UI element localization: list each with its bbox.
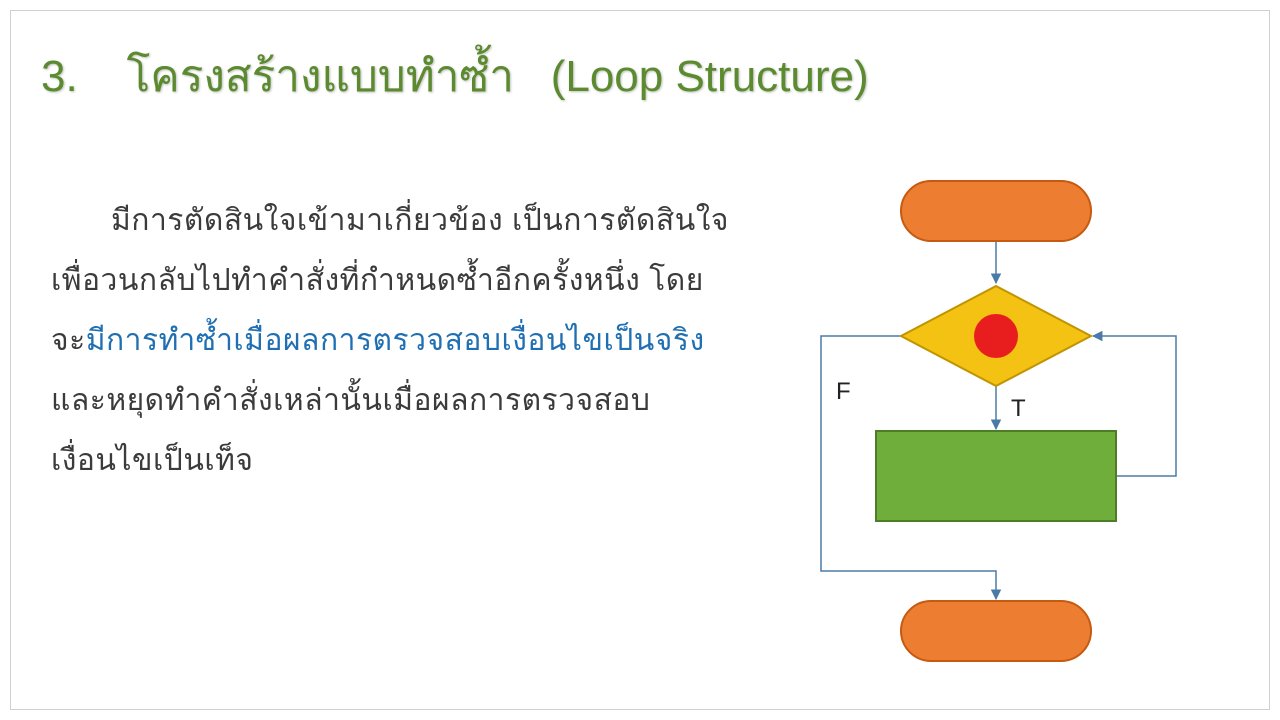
slide-frame: 3. โครงสร้างแบบทำซ้ำ (Loop Structure) มี… (10, 10, 1270, 710)
title-number: 3. (41, 52, 78, 101)
svg-text:T: T (1011, 395, 1026, 422)
body-paragraph: มีการตัดสินใจเข้ามาเกี่ยวข้อง เป็นการตัด… (51, 191, 731, 491)
flowchart-svg: FT (781, 171, 1251, 671)
title-thai: โครงสร้างแบบทำซ้ำ (127, 52, 514, 101)
title-english: (Loop Structure) (551, 52, 869, 101)
slide-title: 3. โครงสร้างแบบทำซ้ำ (Loop Structure) (41, 41, 869, 111)
svg-text:F: F (836, 378, 851, 405)
body-highlight: มีการทำซ้ำเมื่อผลการตรวจสอบเงื่อนไขเป็นจ… (86, 324, 705, 357)
flowchart-diagram: FT (781, 171, 1251, 671)
body-seg2: และหยุดทำคำสั่งเหล่านั้นเมื่อผลการตรวจสอ… (51, 384, 650, 477)
